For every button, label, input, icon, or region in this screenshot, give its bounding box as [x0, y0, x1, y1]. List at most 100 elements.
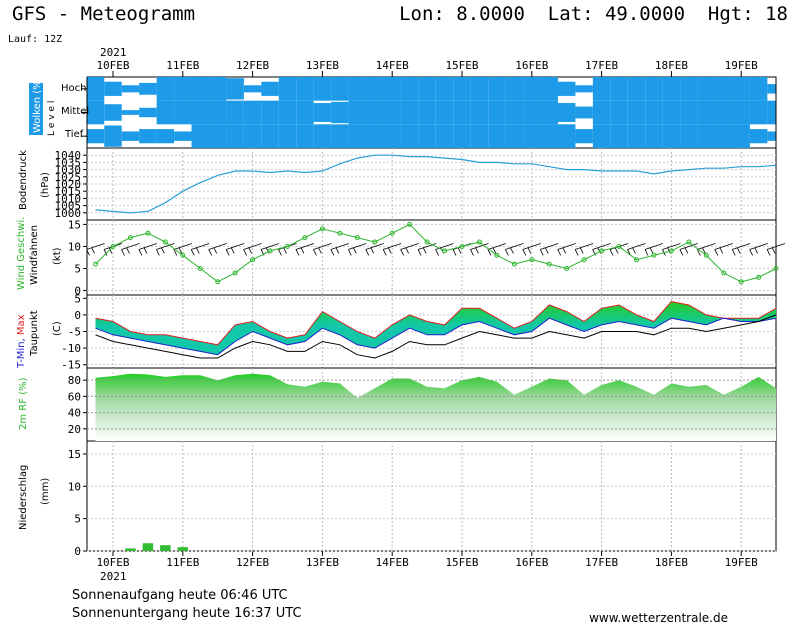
wind-speed-line [95, 223, 777, 283]
run-label: Lauf: 12Z [8, 34, 62, 45]
cloud-cell [121, 131, 140, 141]
cloud-cell [400, 100, 419, 125]
wind-barb-staff [191, 243, 210, 250]
wind-barb-flag [731, 249, 736, 256]
wind-speed-point [599, 248, 605, 254]
wind-speed-point [494, 252, 500, 258]
cloud-cell [400, 77, 419, 101]
wind-barb-flag [492, 247, 497, 254]
cloud-cell [366, 77, 384, 101]
sunset-text: Sonnenuntergang heute 16:37 UTC [72, 606, 302, 621]
cloud-cell [749, 100, 768, 125]
wind-barb-flag [160, 247, 165, 254]
clouds-label: Wolken (%) [32, 76, 43, 133]
cloud-cell [435, 124, 454, 148]
date-label-top: 12FEB [236, 59, 269, 72]
cloud-cell [296, 77, 314, 101]
cloud-cell [156, 129, 175, 144]
cloud-cell [732, 77, 750, 101]
clouds-labels: Wolken (%) L e v e l Hoch Mittel Tief [29, 76, 89, 140]
wind-barb-staff [243, 243, 262, 250]
wind-speed-point [459, 243, 465, 249]
wind-barb-staff [330, 243, 349, 250]
cloud-cell [348, 100, 367, 125]
cloud-cell [645, 100, 663, 125]
wind-barb-flag [527, 247, 532, 254]
wind-speed-point [442, 248, 448, 254]
cloud-cell [278, 124, 297, 148]
cloud-cell [645, 124, 663, 148]
pressure-ytick-label: 1010 [55, 192, 82, 205]
date-label-bottom: 16FEB [515, 556, 548, 569]
cloud-cell [680, 77, 698, 101]
cloud-cell [87, 129, 105, 144]
wind-speed-point [302, 235, 308, 241]
sunrise-text: Sonnenaufgang heute 06:46 UTC [72, 588, 288, 603]
coordinates: Lon: 8.0000 Lat: 49.0000 Hgt: 18 [399, 3, 788, 25]
rh-ytick-label: 60 [68, 390, 81, 403]
cloud-cell [261, 100, 279, 125]
wind-barb-flag [544, 247, 549, 254]
year-top: 2021 [100, 46, 127, 59]
wind-barb-flag [318, 247, 322, 254]
wind-barb-staff [435, 243, 454, 250]
wind-speed-label: Wind Geschwi. [16, 217, 27, 290]
cloud-cell [313, 124, 332, 148]
wind-barb-staff [540, 243, 559, 250]
wind-speed-point [686, 239, 692, 245]
wind-barb-flag [736, 247, 741, 254]
wind-ytick-label: 10 [68, 240, 81, 253]
date-label-bottom: 15FEB [445, 556, 478, 569]
cloud-cell [767, 84, 776, 94]
wind-ytick-label: 0 [74, 285, 81, 298]
cloud-cell [645, 77, 663, 101]
date-label-bottom: 11FEB [166, 556, 199, 569]
date-label-top: 15FEB [445, 59, 478, 72]
wind-barb-flag [539, 249, 544, 256]
panels: 10FEB 10FEB 11FEB 11FEB 12FEB 12FEB 13FEB 13FEB… [55, 59, 786, 569]
cloud-cell [156, 77, 175, 101]
cloud-cell [435, 100, 454, 125]
wind-barb-flag [213, 247, 218, 254]
temp-ytick-label: -15 [61, 359, 81, 372]
wind-barb-flag [452, 249, 457, 256]
wind-barb-flag [365, 249, 370, 256]
cloud-cell [331, 101, 349, 124]
date-label-bottom: 13FEB [306, 556, 339, 569]
wind-barb-flag [352, 247, 357, 254]
wind-barb-flag [405, 247, 410, 254]
site-link[interactable]: www.wetterzentrale.de [589, 611, 728, 625]
wind-barb-flag [126, 247, 130, 254]
precip-ytick-label: 15 [68, 448, 81, 461]
cloud-cell [523, 77, 541, 101]
cloud-cell [104, 125, 122, 147]
wind-speed-point [511, 261, 517, 267]
wind-barb-flag [370, 247, 375, 254]
tmin-line [95, 317, 777, 356]
cloud-cell [488, 100, 506, 125]
wind-barb-flag [278, 249, 282, 256]
cloud-cell [348, 124, 367, 148]
wind-barb-staff [575, 243, 594, 250]
wind-barb-staff [121, 243, 140, 250]
wind-speed-point [127, 235, 133, 241]
wind-barb-staff [662, 243, 681, 250]
wind-barb-staff [644, 243, 664, 250]
cloud-cell [243, 100, 262, 125]
cloud-cell [139, 129, 157, 144]
wind-barb-flag [103, 249, 108, 256]
wind-speed-point [197, 266, 203, 272]
wind-barb-staff [400, 243, 419, 250]
cloud-cell [715, 124, 733, 148]
cloud-cell [680, 124, 698, 148]
wind-speed-point [180, 252, 186, 258]
wind-speed-point [337, 230, 343, 236]
rh-label: 2m RF (%) [18, 377, 29, 430]
wind-speed-point [529, 257, 535, 263]
wind-speed-point [616, 243, 622, 249]
date-label-bottom: 17FEB [585, 556, 618, 569]
rh-ytick-label: 80 [68, 374, 81, 387]
cloud-cell [104, 81, 122, 96]
wind-barb-flag [143, 247, 148, 254]
